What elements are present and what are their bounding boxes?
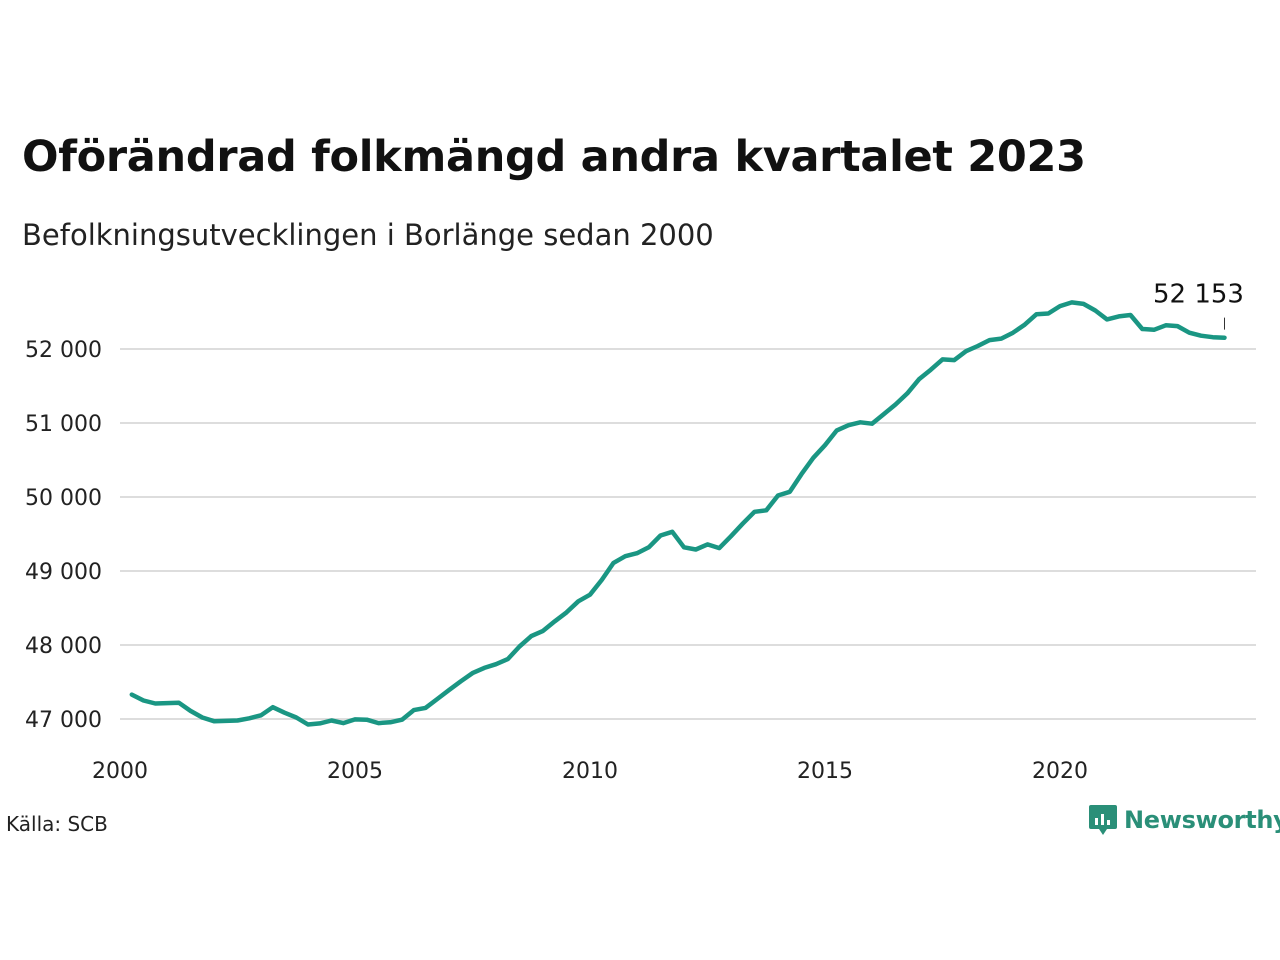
population-series-line <box>129 300 1227 727</box>
brand-name: Newsworthy <box>1124 806 1280 834</box>
brand-logo: Newsworthy <box>1088 803 1280 837</box>
newsworthy-logo-icon <box>1089 805 1117 835</box>
x-tick-label: 2015 <box>797 759 853 784</box>
x-axis-tick-labels: 2000 2005 2010 2015 2020 <box>92 759 1088 784</box>
y-tick-label: 48 000 <box>25 634 102 659</box>
y-tick-label: 50 000 <box>25 486 102 511</box>
y-tick-label: 51 000 <box>25 412 102 437</box>
y-tick-label: 49 000 <box>25 560 102 585</box>
y-tick-label: 47 000 <box>25 708 102 733</box>
last-value-label: 52 153 <box>1153 280 1244 310</box>
y-tick-label: 52 000 <box>25 338 102 363</box>
chart-title: Oförändrad folkmängd andra kvartalet 202… <box>22 132 1086 182</box>
x-tick-label: 2000 <box>92 759 148 784</box>
x-tick-label: 2005 <box>327 759 383 784</box>
grid-lines <box>120 348 1256 720</box>
chart-subtitle: Befolkningsutvecklingen i Borlänge sedan… <box>22 218 714 252</box>
x-tick-label: 2020 <box>1032 759 1088 784</box>
x-tick-label: 2010 <box>562 759 618 784</box>
source-note: Källa: SCB <box>6 812 108 836</box>
y-axis-tick-labels: 47 000 48 000 49 000 50 000 51 000 52 000 <box>25 338 102 733</box>
